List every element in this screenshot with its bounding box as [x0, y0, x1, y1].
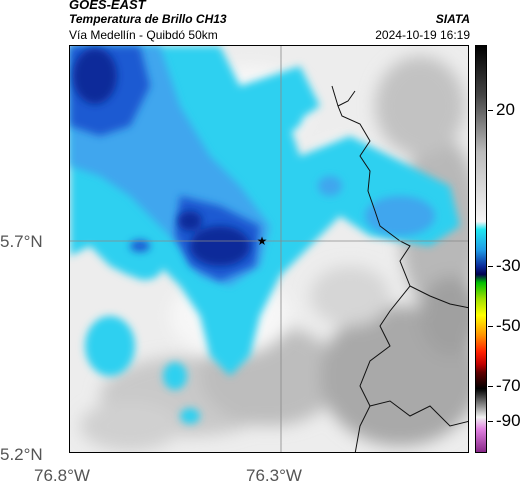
colorbar-tick — [488, 110, 493, 111]
latitude-label-5-7: 5.7°N — [0, 232, 43, 251]
colorbar — [475, 45, 487, 453]
longitude-label-76-8: 76.8°W — [34, 466, 90, 485]
boundary-line-north — [337, 90, 356, 107]
colorbar-label-20: 20 — [496, 100, 515, 119]
colorbar-gradient — [476, 46, 486, 452]
colorbar-label-minus30: -30 — [496, 256, 521, 275]
boundary-line — [331, 85, 411, 452]
latitude-label-5-2: 5.2°N — [0, 445, 43, 464]
colorbar-label-minus90: -90 — [496, 411, 521, 430]
longitude-label-76-3: 76.3°W — [246, 466, 302, 485]
colorbar-tick — [488, 326, 493, 327]
satellite-map: ★ — [69, 45, 469, 453]
boundary-line-east — [409, 285, 468, 309]
colorbar-label-minus70: -70 — [496, 376, 521, 395]
star-marker: ★ — [257, 234, 268, 248]
route-subtitle: Vía Medellín - Quibdó 50km — [69, 28, 218, 42]
boundary-line-south — [369, 400, 468, 427]
colorbar-tick — [488, 266, 493, 267]
colorbar-tick — [488, 421, 493, 422]
map-canvas: ★ — [70, 46, 468, 452]
colorbar-tick — [488, 386, 493, 387]
dark-blue-cloud-core — [73, 48, 250, 266]
product-title: Temperatura de Brillo CH13 — [69, 12, 227, 26]
datetime-label: 2024-10-19 16:19 — [375, 28, 470, 42]
colorbar-label-minus50: -50 — [496, 316, 521, 335]
satellite-title: GOES-EAST — [69, 0, 146, 12]
organization-label: SIATA — [435, 12, 470, 26]
